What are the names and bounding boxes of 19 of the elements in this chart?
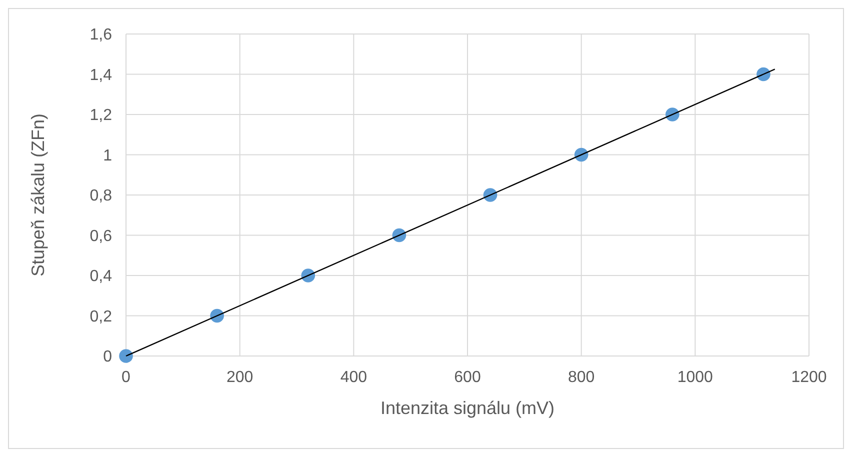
y-tick-label: 0,8 (90, 188, 112, 205)
point (119, 349, 133, 363)
x-tick-label: 1200 (791, 369, 827, 386)
x-tick-label: 800 (568, 369, 595, 386)
y-tick-label: 1 (103, 147, 112, 164)
x-tick-label: 1000 (677, 369, 714, 386)
x-tick-label: 600 (454, 369, 481, 386)
y-tick-label: 0 (103, 348, 112, 366)
x-tick-label: 400 (340, 369, 368, 386)
x-tick-label: 0 (122, 369, 131, 386)
y-tick-label: 1,6 (90, 26, 112, 44)
y-tick-label: 1,2 (90, 107, 112, 124)
x-tick-label: 200 (226, 369, 254, 386)
x-axis-title: Intenzita signálu (mV) (380, 398, 555, 418)
y-tick-label: 1,4 (90, 66, 112, 84)
y-tick-label: 0,2 (90, 308, 112, 326)
y-tick-label: 0,6 (90, 228, 112, 245)
y-tick-label: 0,4 (90, 268, 112, 286)
y-axis-title: Stupeň zákalu (ZFn) (28, 113, 48, 277)
